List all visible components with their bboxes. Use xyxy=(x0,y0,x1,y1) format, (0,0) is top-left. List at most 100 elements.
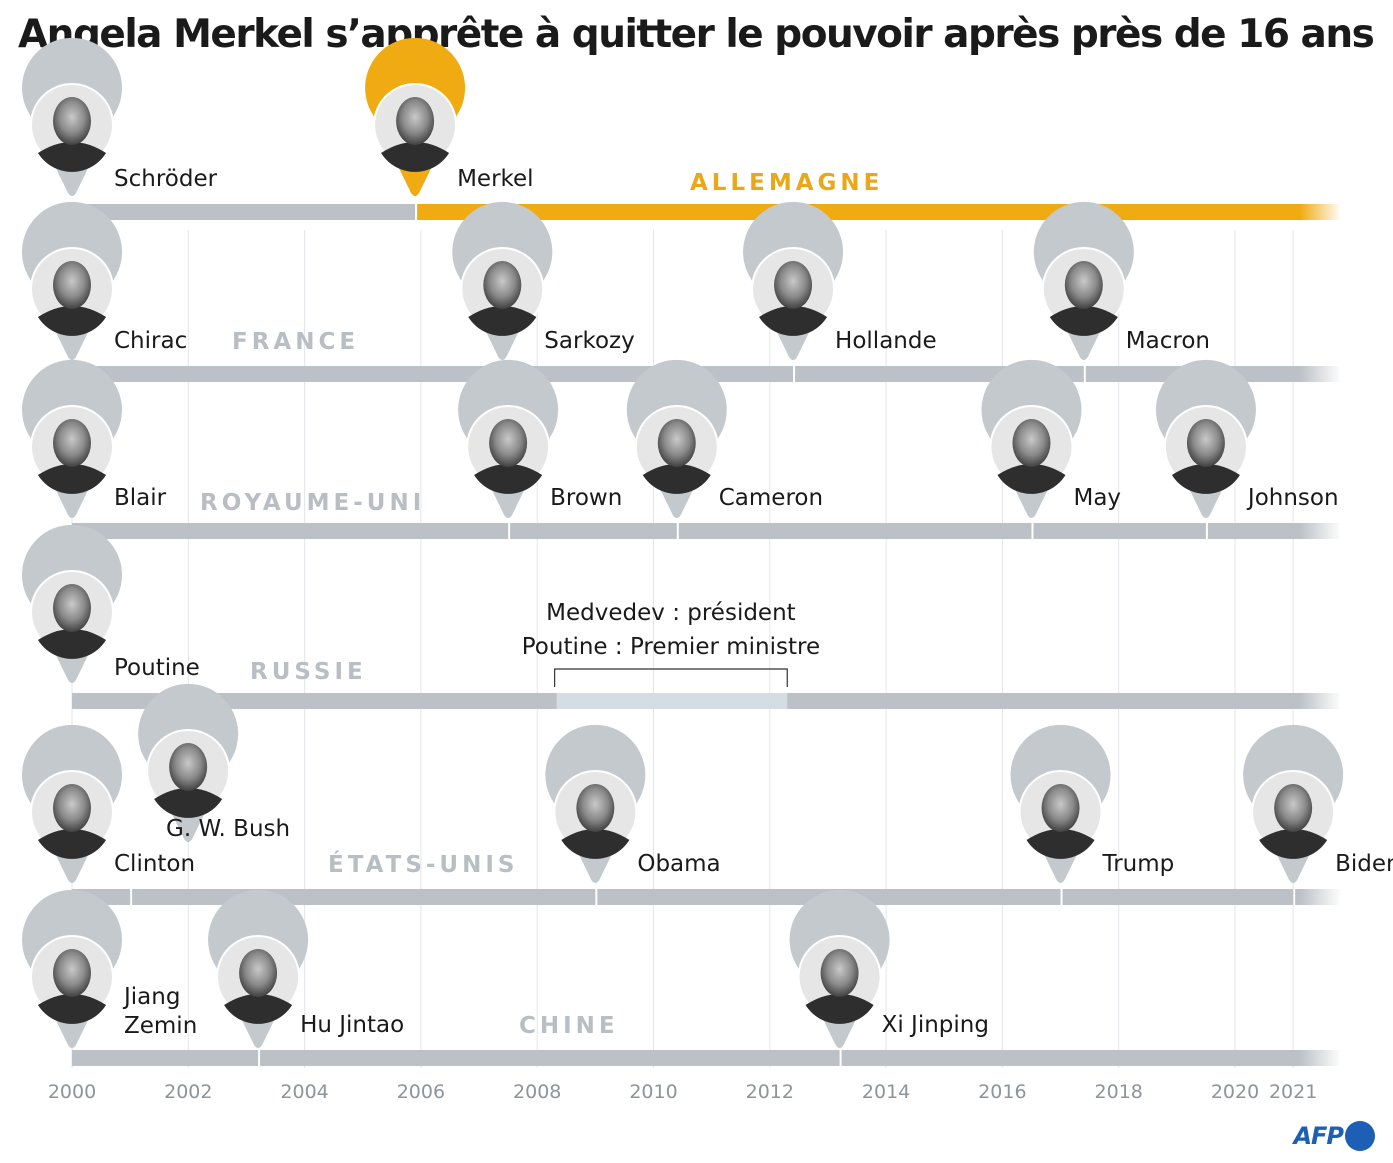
poutine-portrait-shoulders xyxy=(38,629,106,659)
blair-portrait-face xyxy=(53,419,91,467)
afp-logo: AFP xyxy=(1293,1121,1375,1151)
cameron-portrait-face xyxy=(657,419,696,467)
cameron-portrait-shoulders xyxy=(642,464,711,494)
leader-name-xi-jinping: Xi Jinping xyxy=(882,1012,989,1038)
x-tick-label: 2012 xyxy=(746,1081,794,1103)
leader-name-merkel: Merkel xyxy=(457,166,533,192)
may-portrait-face xyxy=(1012,419,1051,467)
bar-fade-russie xyxy=(1299,692,1342,710)
x-tick-label: 2016 xyxy=(978,1081,1026,1103)
x-tick-label: 2000 xyxy=(48,1081,96,1103)
biden-portrait-face xyxy=(1274,784,1313,832)
obama-portrait-shoulders xyxy=(561,829,630,859)
country-label-royaume-uni: ROYAUME-UNI xyxy=(200,490,425,516)
merkel-portrait-shoulders xyxy=(381,142,450,172)
bar-fade-etats-unis xyxy=(1299,888,1342,906)
interval-annotation-line: Medvedev : président xyxy=(546,600,796,626)
sarkozy-portrait-face xyxy=(483,261,522,309)
x-tick-label: 2014 xyxy=(862,1081,910,1103)
g-w-bush-portrait-face xyxy=(169,743,208,791)
poutine-portrait-face xyxy=(53,584,91,632)
leader-name-jiang-zemin: Zemin xyxy=(124,1013,197,1039)
macron-portrait-shoulders xyxy=(1049,306,1118,336)
leader-name-johnson: Johnson xyxy=(1246,485,1339,511)
leader-name-poutine: Poutine xyxy=(114,655,200,681)
brown-portrait-shoulders xyxy=(474,464,543,494)
afp-logo-dot xyxy=(1345,1121,1375,1151)
country-label-allemagne: ALLEMAGNE xyxy=(690,170,883,196)
leader-name-hu-jintao: Hu Jintao xyxy=(300,1012,404,1038)
hollande-portrait-shoulders xyxy=(759,306,828,336)
brown-portrait-face xyxy=(489,419,528,467)
johnson-portrait-shoulders xyxy=(1171,464,1240,494)
leader-name-g-w-bush: G. W. Bush xyxy=(166,816,290,842)
leader-name-chirac: Chirac xyxy=(114,328,187,354)
tenure-bar-merkel xyxy=(417,204,1340,220)
xi-jinping-portrait-shoulders xyxy=(805,994,874,1024)
tenure-bar-xi-jinping xyxy=(841,1050,1340,1066)
jiang-zemin-portrait-face xyxy=(53,949,91,997)
xi-jinping-portrait-face xyxy=(820,949,859,997)
x-tick-label: 2006 xyxy=(397,1081,445,1103)
x-tick-label: 2004 xyxy=(280,1081,328,1103)
tenure-bar-trump xyxy=(1062,889,1294,905)
tenure-bar-cameron xyxy=(678,523,1032,539)
leader-name-blair: Blair xyxy=(114,485,167,511)
leader-name-macron: Macron xyxy=(1126,328,1210,354)
schroder-portrait-face xyxy=(53,97,91,145)
leader-name-schroder: Schröder xyxy=(114,166,218,192)
x-tick-label: 2002 xyxy=(164,1081,212,1103)
chart-title: Angela Merkel s’apprête à quitter le pou… xyxy=(18,12,1375,57)
johnson-portrait-face xyxy=(1186,419,1225,467)
sarkozy-portrait-shoulders xyxy=(468,306,537,336)
hollande-portrait-face xyxy=(774,261,813,309)
hu-jintao-portrait-face xyxy=(239,949,278,997)
chirac-portrait-shoulders xyxy=(38,306,106,336)
leader-name-hollande: Hollande xyxy=(835,328,937,354)
leader-name-jiang-zemin: Jiang xyxy=(122,984,180,1010)
biden-portrait-shoulders xyxy=(1259,829,1328,859)
merkel-portrait-face xyxy=(396,97,435,145)
bar-fade-france xyxy=(1299,365,1342,383)
schroder-portrait-shoulders xyxy=(38,142,106,172)
trump-portrait-face xyxy=(1041,784,1080,832)
interval-bracket xyxy=(554,668,788,687)
leader-name-sarkozy: Sarkozy xyxy=(544,328,634,354)
tenure-bar-schroder xyxy=(72,204,416,220)
bar-fade-chine xyxy=(1299,1049,1342,1067)
blair-portrait-shoulders xyxy=(38,464,106,494)
trump-portrait-shoulders xyxy=(1026,829,1095,859)
may-portrait-shoulders xyxy=(997,464,1066,494)
tenure-bar-hu-jintao xyxy=(260,1050,840,1066)
interval-annotation-line: Poutine : Premier ministre xyxy=(522,634,820,660)
country-label-russie: RUSSIE xyxy=(250,659,367,685)
tenure-bar-blair xyxy=(72,523,509,539)
x-tick-label: 2018 xyxy=(1095,1081,1143,1103)
afp-logo-text: AFP xyxy=(1293,1122,1344,1150)
interval-bar xyxy=(556,693,788,709)
leader-name-biden: Biden xyxy=(1335,851,1393,877)
x-tick-label: 2021 xyxy=(1269,1081,1317,1103)
hu-jintao-portrait-shoulders xyxy=(224,994,293,1024)
leader-name-obama: Obama xyxy=(637,851,720,877)
obama-portrait-face xyxy=(576,784,615,832)
tenure-bar-may xyxy=(1033,523,1206,539)
clinton-portrait-face xyxy=(53,784,91,832)
x-tick-label: 2008 xyxy=(513,1081,561,1103)
leader-name-clinton: Clinton xyxy=(114,851,195,877)
g-w-bush-portrait-shoulders xyxy=(154,788,223,818)
chirac-portrait-face xyxy=(53,261,91,309)
leader-name-may: May xyxy=(1073,485,1121,511)
leader-name-cameron: Cameron xyxy=(719,485,823,511)
leader-name-trump: Trump xyxy=(1102,851,1175,877)
bar-fade-allemagne xyxy=(1299,203,1342,221)
jiang-zemin-portrait-shoulders xyxy=(38,994,106,1024)
country-label-etats-unis: ÉTATS-UNIS xyxy=(328,850,518,878)
macron-portrait-face xyxy=(1064,261,1103,309)
country-label-chine: CHINE xyxy=(519,1013,619,1039)
tenure-bar-jiang-zemin xyxy=(72,1050,259,1066)
x-tick-label: 2010 xyxy=(629,1081,677,1103)
tenure-bar-g-w-bush xyxy=(132,889,596,905)
leader-name-brown: Brown xyxy=(550,485,622,511)
